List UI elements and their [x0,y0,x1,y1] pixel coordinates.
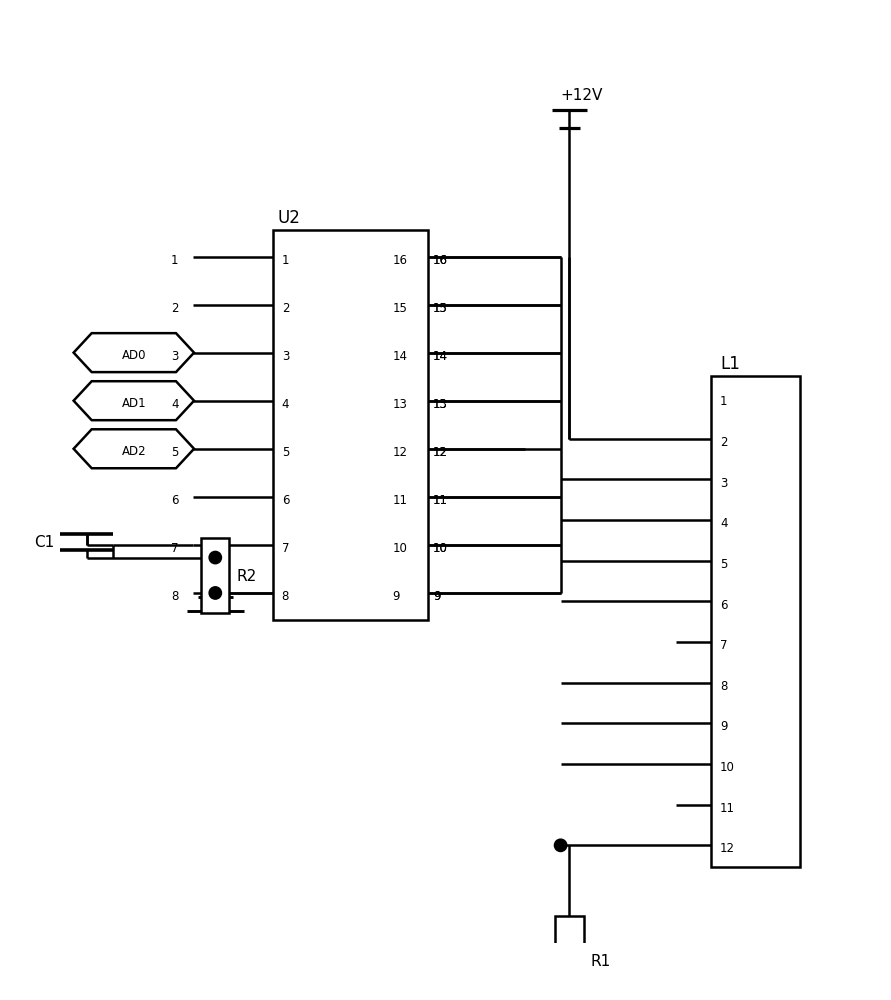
Text: 2: 2 [282,302,290,315]
Text: U2: U2 [277,209,300,227]
Circle shape [209,587,222,599]
Text: L1: L1 [720,355,740,373]
Text: 14: 14 [433,350,448,363]
Text: 12: 12 [433,446,448,459]
Text: 8: 8 [282,590,289,603]
Text: 1: 1 [282,254,290,267]
Text: 11: 11 [433,494,448,507]
Text: AD0: AD0 [121,349,146,362]
Text: 13: 13 [433,398,448,411]
Bar [273,230,428,620]
Text: 6: 6 [720,599,727,612]
Text: 11: 11 [433,494,448,507]
Text: 13: 13 [392,398,407,411]
Text: 10: 10 [433,542,448,555]
Text: 9: 9 [720,720,727,733]
Circle shape [554,839,567,852]
Text: 6: 6 [282,494,290,507]
Text: 2: 2 [720,436,727,449]
Text: 7: 7 [171,542,178,555]
Text: 10: 10 [720,761,735,774]
Text: 4: 4 [171,398,178,411]
Text: 4: 4 [720,517,727,530]
Text: 12: 12 [433,446,448,459]
Text: +12V: +12V [560,88,603,103]
Text: 14: 14 [392,350,407,363]
Text: 6: 6 [171,494,178,507]
Bar [201,538,230,613]
Text: 5: 5 [720,558,727,571]
Text: 8: 8 [171,590,178,603]
Bar [555,916,584,1000]
Text: 9: 9 [392,590,400,603]
Text: 12: 12 [720,842,735,855]
Text: 4: 4 [282,398,290,411]
Text: 11: 11 [720,802,735,815]
Text: 3: 3 [282,350,289,363]
Text: AD2: AD2 [121,445,146,458]
Text: 9: 9 [433,590,441,603]
Text: 9: 9 [433,590,441,603]
Text: 7: 7 [282,542,290,555]
Text: R1: R1 [591,954,611,969]
Text: 10: 10 [392,542,407,555]
Text: 1: 1 [171,254,178,267]
Text: 15: 15 [433,302,448,315]
Text: 14: 14 [433,350,448,363]
Text: AD1: AD1 [121,397,146,410]
Polygon shape [74,381,194,420]
Text: 1: 1 [720,395,727,408]
Text: 3: 3 [720,477,727,490]
Text: 16: 16 [433,254,448,267]
Text: 10: 10 [433,542,448,555]
Text: 2: 2 [171,302,178,315]
Text: R2: R2 [236,569,257,584]
Bar [711,376,800,867]
Text: 16: 16 [392,254,407,267]
Text: 13: 13 [433,398,448,411]
Text: 16: 16 [433,254,448,267]
Text: 11: 11 [392,494,407,507]
Text: 5: 5 [171,446,178,459]
Polygon shape [74,333,194,372]
Text: 3: 3 [171,350,178,363]
Circle shape [209,551,222,564]
Text: 15: 15 [392,302,407,315]
Text: 5: 5 [282,446,289,459]
Polygon shape [74,429,194,468]
Text: 12: 12 [392,446,407,459]
Text: 7: 7 [720,639,727,652]
Text: 8: 8 [720,680,727,693]
Text: 15: 15 [433,302,448,315]
Text: C1: C1 [34,535,54,550]
